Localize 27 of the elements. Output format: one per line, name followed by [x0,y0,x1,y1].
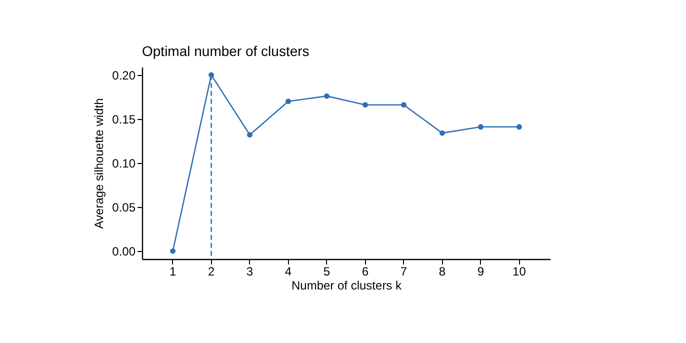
point [247,132,253,138]
x-tick-label: 8 [438,264,446,278]
x-tick-label: 4 [284,264,292,278]
y-axis-title: Average silhouette width [92,98,106,229]
x-tick-label: 9 [477,264,484,278]
x-axis-title: Number of clusters k [291,278,403,292]
y-tick-label: 0.10 [112,156,136,170]
point [170,248,176,254]
chart-title: Optimal number of clusters [142,43,310,59]
point [286,98,292,104]
y-tick-label: 0.00 [112,244,136,259]
point [439,130,445,136]
x-tick-label: 2 [208,264,215,278]
point [516,124,522,130]
x-tick-label: 1 [169,264,176,278]
point [478,124,484,130]
y-tick-label: 0.15 [112,112,136,126]
x-tick-label: 5 [323,264,330,278]
point [324,93,330,99]
x-tick-label: 7 [400,264,408,278]
x-tick-label: 6 [362,264,369,278]
point [400,102,406,108]
x-tick-label: 10 [512,264,526,278]
y-tick-label: 0.20 [112,68,136,82]
x-tick-label: 3 [246,264,254,278]
point [362,102,368,108]
y-tick-label: 0.05 [112,200,136,215]
